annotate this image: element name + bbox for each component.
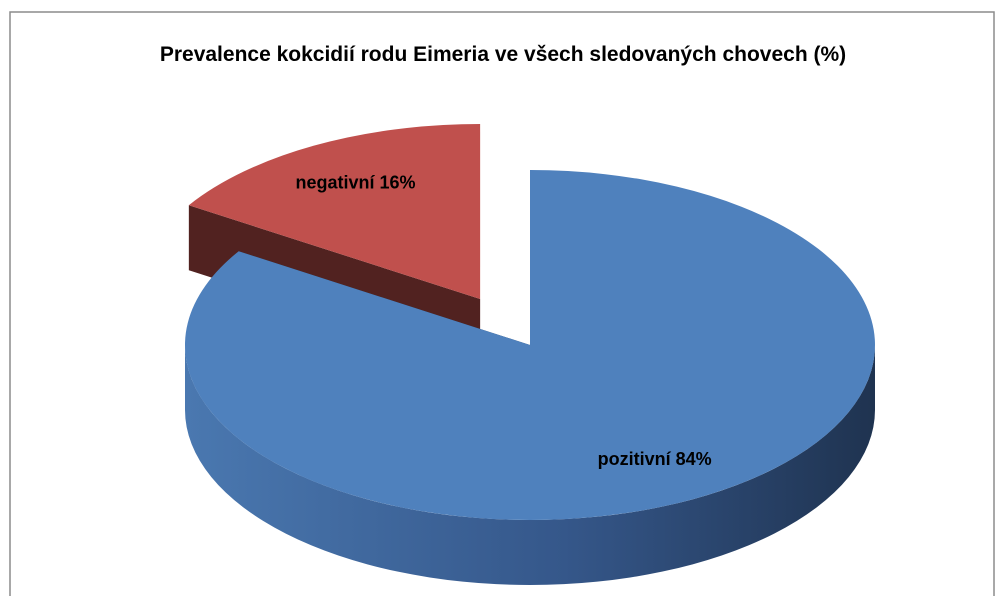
chart-title: Prevalence kokcidií rodu Eimeria ve všec… xyxy=(159,43,847,66)
slice-side xyxy=(185,345,875,585)
data-label: negativní 16% xyxy=(295,173,415,193)
slice xyxy=(188,123,481,299)
slice xyxy=(184,170,875,520)
data-label: pozitivní 84% xyxy=(598,449,712,469)
